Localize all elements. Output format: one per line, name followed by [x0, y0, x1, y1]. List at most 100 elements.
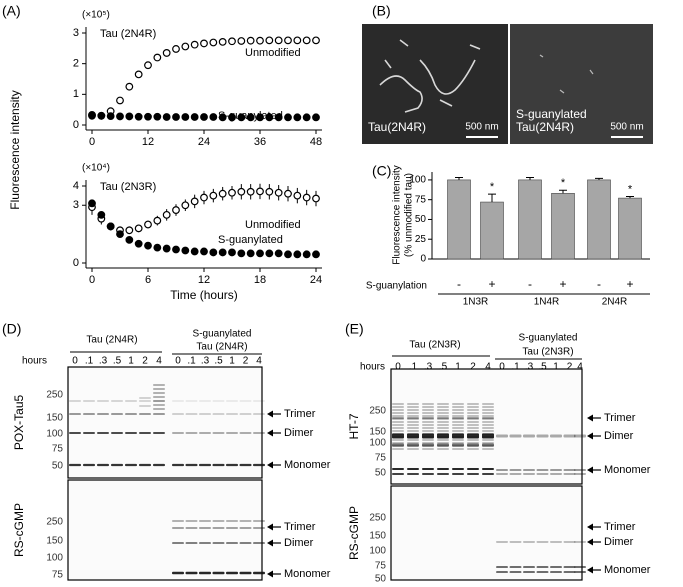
x-tick-label: 12 [198, 274, 210, 286]
y-axis-label: Fluorescence intensity [392, 165, 403, 265]
data-point [228, 248, 236, 257]
marker-label: 75 [375, 561, 387, 572]
band [482, 468, 494, 470]
band [212, 413, 225, 415]
bar [618, 197, 642, 260]
band [467, 424, 479, 426]
fibril [384, 59, 392, 69]
data-point [181, 42, 190, 51]
data-point [116, 112, 124, 121]
band [125, 463, 137, 467]
data-point [190, 247, 199, 256]
marker-label: 150 [46, 413, 63, 424]
band [452, 427, 464, 429]
data-point [153, 216, 162, 225]
data-point [172, 245, 180, 254]
band [422, 412, 434, 414]
band [496, 469, 508, 471]
row-label: POX-Tau5 [12, 394, 26, 450]
band [407, 421, 419, 423]
significance: * [628, 183, 633, 195]
data-point [246, 36, 255, 45]
band [482, 430, 494, 432]
micrograph [510, 24, 653, 144]
band [392, 430, 404, 432]
band [422, 409, 434, 411]
band [467, 409, 479, 411]
band [437, 473, 449, 475]
band [199, 463, 211, 467]
data-point [218, 113, 227, 122]
x-tick-label: 48 [310, 136, 322, 148]
lane-label: .5 [214, 356, 223, 367]
band [185, 463, 198, 467]
y-tick-label: 2 [73, 58, 79, 70]
band [536, 469, 549, 471]
data-point [237, 187, 246, 196]
data-point [125, 235, 134, 244]
band [185, 432, 198, 434]
lane-label: .1 [511, 362, 520, 373]
band [97, 463, 109, 467]
band [407, 417, 419, 419]
band [482, 427, 494, 429]
band [212, 463, 225, 467]
band [574, 571, 586, 573]
band [437, 412, 449, 414]
band [482, 473, 494, 475]
band [563, 473, 576, 475]
band [437, 403, 449, 405]
y-tick-label: 1 [73, 88, 79, 100]
band [185, 520, 198, 522]
band [212, 542, 225, 544]
series-label: S-guanylated [218, 110, 283, 122]
band [467, 439, 479, 441]
y-tick-label: 4 [73, 180, 79, 192]
band [226, 542, 238, 544]
error-bar [595, 177, 603, 180]
band [407, 412, 419, 414]
lane-label: 0 [395, 362, 401, 373]
band [111, 463, 123, 467]
group-label: Tau (2N4R) [196, 342, 247, 353]
bar [518, 179, 542, 260]
data-point [265, 187, 274, 196]
band [467, 448, 479, 450]
band [422, 433, 434, 439]
band [496, 473, 508, 475]
lane-label: 1 [229, 356, 235, 367]
band [392, 424, 404, 426]
band [467, 427, 479, 429]
band [422, 443, 434, 447]
data-point [302, 113, 311, 122]
band [153, 432, 165, 434]
data-point [162, 244, 171, 253]
band [452, 468, 464, 470]
arrow-head [267, 523, 273, 531]
band [509, 473, 522, 475]
band [172, 571, 184, 575]
band [226, 432, 238, 434]
group-label: 1N3R [463, 297, 489, 308]
y-tick-label: 100 [409, 175, 426, 186]
band [253, 520, 265, 522]
data-point [144, 112, 152, 121]
band [509, 566, 522, 568]
data-point [293, 36, 302, 45]
lane-label: .5 [113, 356, 122, 367]
band [452, 421, 464, 423]
band [563, 469, 576, 471]
data-point [134, 224, 143, 233]
y-tick-label: 0 [420, 254, 426, 265]
data-point [237, 113, 246, 122]
band [392, 418, 404, 420]
band-label: Trimer [604, 521, 636, 533]
band [392, 427, 404, 429]
band [253, 542, 265, 544]
band [482, 406, 494, 408]
data-point [218, 189, 227, 198]
lane-label: .3 [424, 362, 433, 373]
data-point [116, 96, 124, 105]
panel-label: (C) [372, 163, 391, 179]
